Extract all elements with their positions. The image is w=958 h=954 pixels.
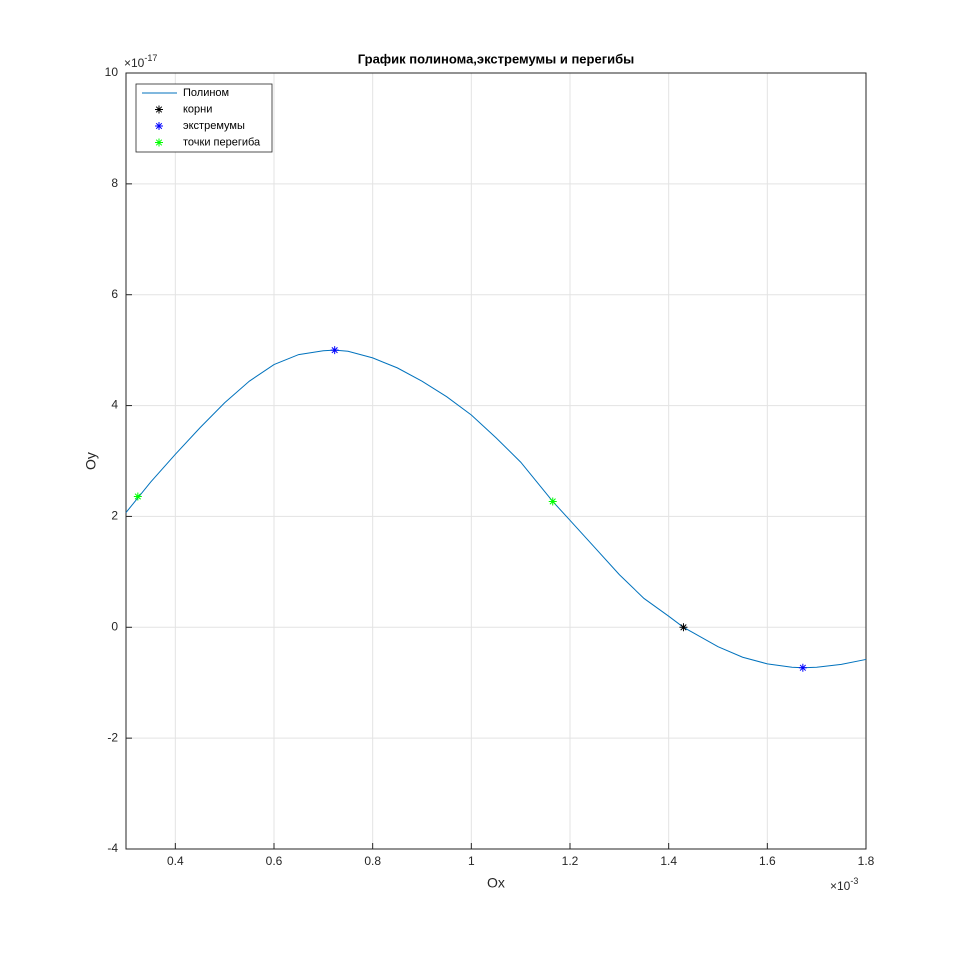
y-tick-label: 8 bbox=[111, 176, 118, 190]
y-multiplier-base: ×10 bbox=[124, 56, 145, 70]
x-axis-label: Ox bbox=[487, 875, 505, 891]
x-multiplier-base: ×10 bbox=[830, 879, 851, 893]
x-tick-label: 0.6 bbox=[266, 854, 283, 868]
x-tick-label: 1.2 bbox=[562, 854, 579, 868]
polynomial-line bbox=[125, 349, 867, 669]
legend-label: экстремумы bbox=[183, 120, 245, 132]
y-tick-label: 0 bbox=[111, 619, 118, 633]
legend-marker bbox=[155, 105, 163, 114]
y-tick-label: 10 bbox=[105, 65, 119, 79]
point-marker bbox=[679, 623, 688, 632]
point-marker bbox=[133, 492, 142, 501]
x-tick-label: 0.8 bbox=[364, 854, 381, 868]
y-tick-label: 2 bbox=[111, 509, 118, 523]
x-tick-label: 0.4 bbox=[167, 854, 184, 868]
y-tick-label: 6 bbox=[111, 287, 118, 301]
y-axis-label: Oy bbox=[83, 452, 99, 470]
x-multiplier-exponent: -3 bbox=[850, 876, 858, 886]
legend-label: точки перегиба bbox=[183, 136, 261, 148]
y-multiplier: ×10-17 bbox=[124, 53, 157, 70]
x-multiplier: ×10-3 bbox=[830, 876, 858, 893]
x-tick-label: 1.8 bbox=[858, 854, 875, 868]
y-multiplier-exponent: -17 bbox=[144, 53, 157, 63]
x-tick-label: 1 bbox=[468, 854, 475, 868]
legend-marker bbox=[155, 138, 163, 147]
y-tick-label: -4 bbox=[107, 841, 118, 855]
legend-marker bbox=[155, 122, 163, 130]
x-tick-label: 1.4 bbox=[660, 854, 677, 868]
point-marker bbox=[548, 497, 557, 506]
point-marker bbox=[798, 663, 807, 672]
axes-box bbox=[125, 72, 867, 850]
legend-label: Полином bbox=[183, 87, 229, 99]
y-tick-label: 4 bbox=[111, 398, 118, 412]
x-tick-label: 1.6 bbox=[759, 854, 776, 868]
chart-title: График полинома,экстремумы и перегибы bbox=[358, 51, 635, 66]
y-tick-label: -2 bbox=[107, 730, 118, 744]
legend-label: корни bbox=[183, 103, 212, 115]
point-marker bbox=[330, 346, 339, 355]
